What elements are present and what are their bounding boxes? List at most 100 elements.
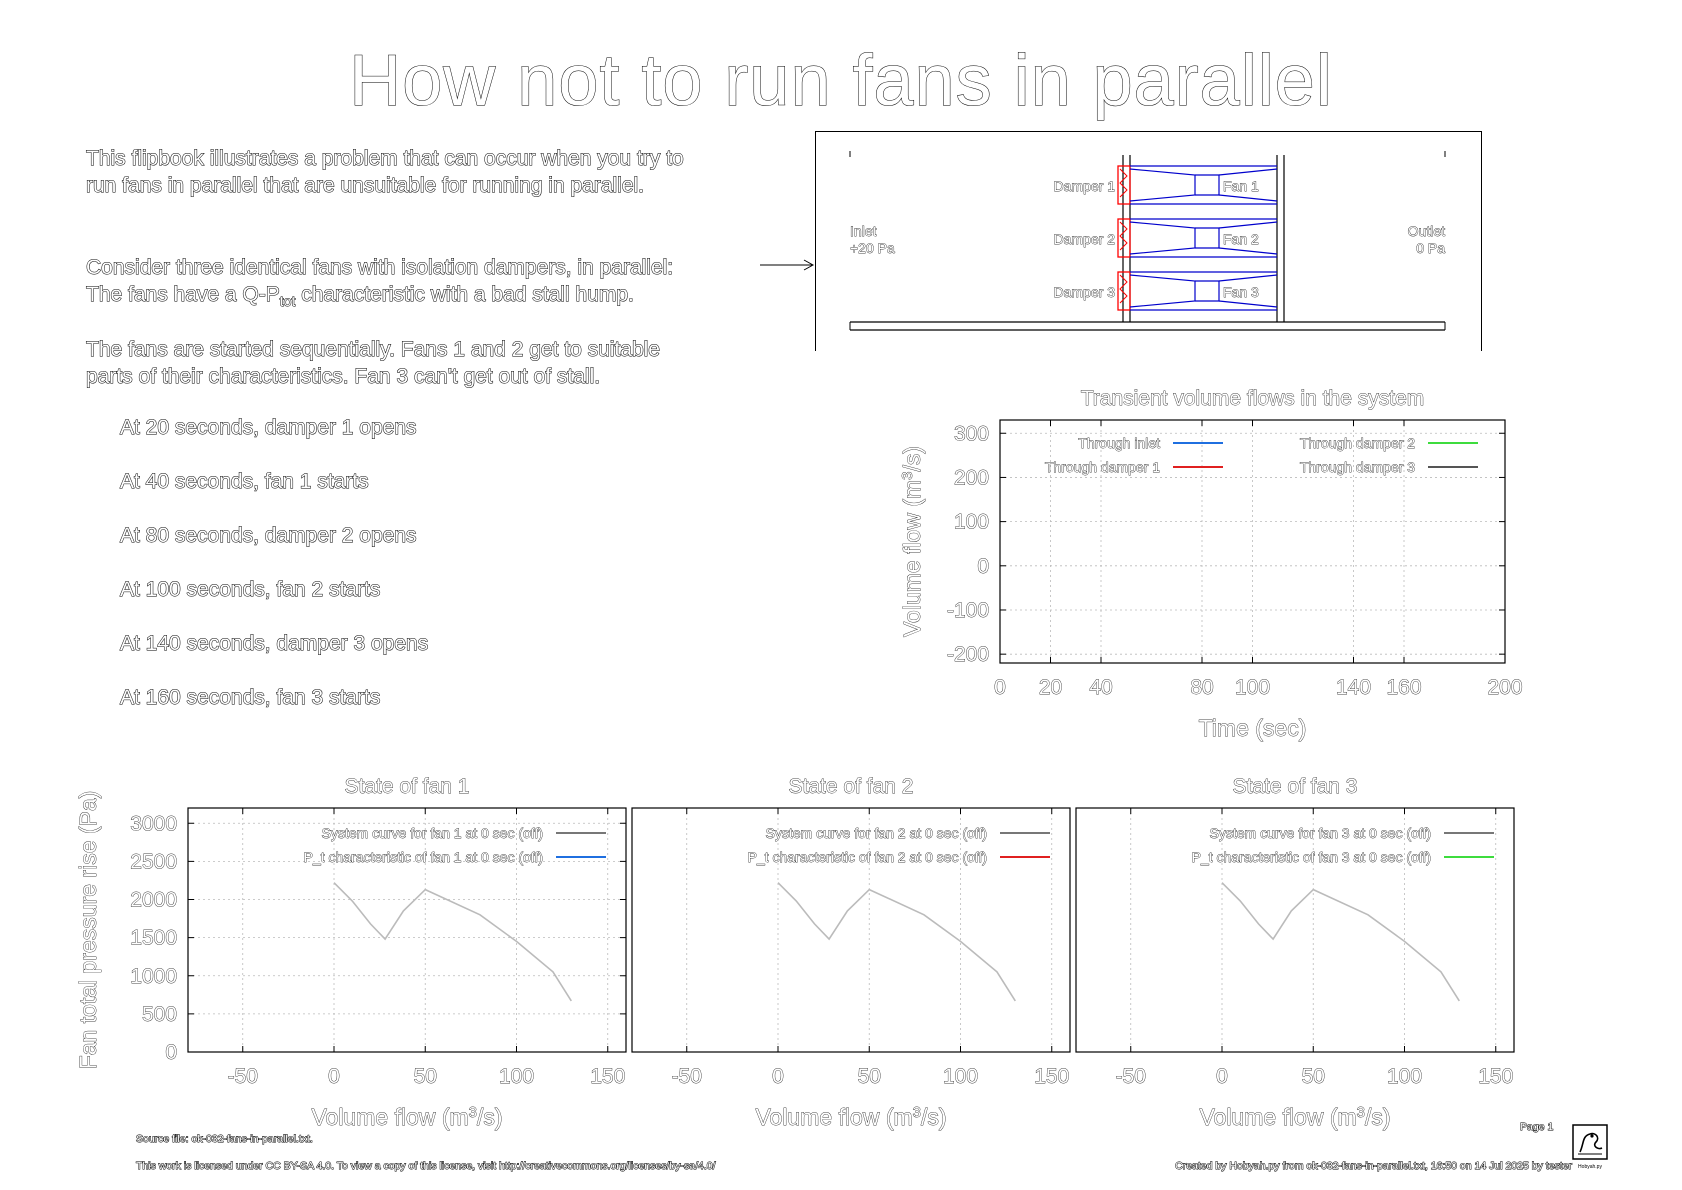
chart-1-ytick-label-1: 200 [954, 466, 989, 489]
intro-line-1: This flipbook illustrates a problem that… [86, 147, 685, 171]
chart-4-xtick-label-0: -50 [1116, 1065, 1146, 1088]
intro-paragraph-1: This flipbook illustrates a problem that… [86, 145, 685, 199]
chart-2-ytick-label-3: 1500 [130, 927, 177, 950]
chart-2-xlabel: Volume flow (m3/s) [311, 1104, 502, 1131]
footer-created: Created by Hobyah.py from ok-032-fans-in… [1175, 1160, 1573, 1173]
fan-schematic: Inlet +20 Pa Outlet 0 Pa Damper 1 Damper… [815, 131, 1482, 351]
chart-2-ytick-label-2: 2000 [130, 889, 177, 912]
chart-1-xtick-label-1: 20 [1039, 676, 1062, 699]
event-6: At 160 seconds, fan 3 starts [119, 686, 381, 710]
chart-3-xtick-label-3: 100 [943, 1065, 978, 1088]
outlet-label: Outlet [1408, 223, 1445, 239]
chart-1-ytick-label-5: -200 [947, 643, 989, 666]
chart-3-xtick-label-1: 0 [772, 1065, 784, 1088]
chart-4-xtick-label-2: 50 [1302, 1065, 1325, 1088]
schematic-frame [815, 131, 1482, 351]
chart-2-frame [187, 807, 627, 1053]
chart-2-xtick-label-4: 150 [590, 1065, 625, 1088]
chart-3-xtick-label-4: 150 [1034, 1065, 1069, 1088]
chart-1-ytick-label-2: 100 [954, 511, 989, 534]
intro-line-2: run fans in parallel that are unsuitable… [86, 174, 645, 198]
chart-3-legend-label-1: P_t characteristic of fan 2 at 0 sec (of… [748, 849, 987, 865]
inlet-label: Inlet [850, 223, 877, 239]
chart-1-ylabel: Volume flow (m3/s) [899, 446, 926, 637]
chart-2-xtick-label-1: 0 [328, 1065, 340, 1088]
fan-1-label: Fan 1 [1223, 178, 1259, 194]
fan-2-label: Fan 2 [1223, 231, 1259, 247]
intro-line-4: The fans have a Q-Ptot characteristic wi… [86, 281, 673, 315]
logo-caption: Hobyah.py [1578, 1164, 1602, 1170]
chart-3-xlabel: Volume flow (m3/s) [755, 1104, 946, 1131]
page-title: How not to run fans in parallel [349, 41, 1333, 122]
chart-1-xlabel: Time (sec) [1199, 715, 1307, 741]
chart-2-ytick-label-6: 0 [165, 1041, 177, 1064]
intro-hump: characteristic with a bad stall hump. [295, 283, 635, 307]
chart-2-legend-label-0: System curve for fan 1 at 0 sec (off) [322, 825, 544, 841]
damper-1-label: Damper 1 [1054, 178, 1116, 194]
chart-4-legend-label-1: P_t characteristic of fan 3 at 0 sec (of… [1192, 849, 1431, 865]
chart-4-title: State of fan 3 [1233, 775, 1358, 798]
chart-4-series-2 [1221, 882, 1460, 1002]
intro-paragraph-2: Consider three identical fans with isola… [85, 254, 674, 315]
chart-1-xtick-label-0: 0 [994, 676, 1006, 699]
chart-1-legend-label-2: Through damper 2 [1300, 435, 1415, 451]
footer-source: Source file: ok-032-fans-in-parallel.txt… [136, 1133, 314, 1146]
chart-2-legend-label-1: P_t characteristic of fan 1 at 0 sec (of… [304, 849, 543, 865]
outlet-pressure: 0 Pa [1416, 240, 1445, 256]
chart-3-xtick-label-0: -50 [672, 1065, 702, 1088]
damper-2-icon [1117, 218, 1131, 258]
chart-1-ytick-label-3: 0 [977, 555, 989, 578]
chart-2-title: State of fan 1 [345, 775, 470, 798]
intro-tot-subscript: tot [279, 293, 296, 310]
chart-4-xtick-label-3: 100 [1387, 1065, 1422, 1088]
chart-4-xtick-label-4: 150 [1478, 1065, 1513, 1088]
chart-1-xtick-label-3: 80 [1190, 676, 1213, 699]
chart-3-legend-label-0: System curve for fan 2 at 0 sec (off) [766, 825, 988, 841]
inlet-pressure: +20 Pa [850, 240, 895, 256]
intro-line-5: The fans are started sequentially. Fans … [86, 338, 661, 362]
hobyah-logo: Hobyah.py [1572, 1124, 1608, 1170]
intro-line-6: parts of their characteristics. Fan 3 ca… [86, 365, 601, 389]
pointer-arrow [760, 259, 815, 271]
footer-page: Page 1 [1519, 1121, 1554, 1134]
intro-paragraph-3: The fans are started sequentially. Fans … [86, 336, 661, 390]
chart-2-xtick-label-2: 50 [414, 1065, 437, 1088]
intro-line-3: Consider three identical fans with isola… [85, 256, 674, 280]
event-3: At 80 seconds, damper 2 opens [120, 524, 418, 548]
damper-2-label: Damper 2 [1054, 231, 1116, 247]
intro-qp: The fans have a Q-P [86, 283, 281, 307]
damper-1-icon [1117, 165, 1131, 205]
chart-1-xtick-label-6: 160 [1386, 676, 1421, 699]
chart-2-ytick-label-1: 2500 [130, 850, 177, 873]
chart-1-xtick-label-4: 100 [1235, 676, 1270, 699]
chart-1-ytick-label-0: 300 [954, 422, 989, 445]
chart-3-title: State of fan 2 [789, 775, 914, 798]
chart-3-series-2 [777, 882, 1016, 1002]
event-4: At 100 seconds, fan 2 starts [119, 578, 381, 602]
damper-3-icon [1117, 271, 1131, 311]
chart-2-xtick-label-0: -50 [228, 1065, 258, 1088]
chart-2-xtick-label-3: 100 [499, 1065, 534, 1088]
fan-3-label: Fan 3 [1223, 284, 1259, 300]
chart-4-xlabel: Volume flow (m3/s) [1199, 1104, 1390, 1131]
chart-1-xtick-label-2: 40 [1089, 676, 1112, 699]
chart-3-frame [631, 807, 1071, 1053]
chart-1-title: Transient volume flows in the system [1081, 387, 1425, 410]
damper-3-label: Damper 3 [1054, 284, 1116, 300]
chart-2-series-2 [333, 882, 572, 1002]
chart-2-ylabel: Fan total pressure rise (Pa) [75, 791, 101, 1070]
chart-1-ytick-label-4: -100 [947, 599, 989, 622]
chart-1-legend-label-1: Through damper 1 [1045, 459, 1160, 475]
chart-1-legend-label-0: Through inlet [1078, 435, 1160, 451]
chart-2-ytick-label-5: 500 [142, 1003, 177, 1026]
chart-4-xtick-label-1: 0 [1216, 1065, 1228, 1088]
event-1: At 20 seconds, damper 1 opens [120, 416, 418, 440]
event-5: At 140 seconds, damper 3 opens [119, 632, 429, 656]
chart-1-xtick-label-7: 200 [1487, 676, 1522, 699]
chart-4-frame [1075, 807, 1515, 1053]
fan-row-1 [1117, 165, 1278, 205]
fan-row-2 [1117, 218, 1278, 258]
event-2: At 40 seconds, fan 1 starts [120, 470, 370, 494]
chart-4-legend-label-0: System curve for fan 3 at 0 sec (off) [1210, 825, 1432, 841]
